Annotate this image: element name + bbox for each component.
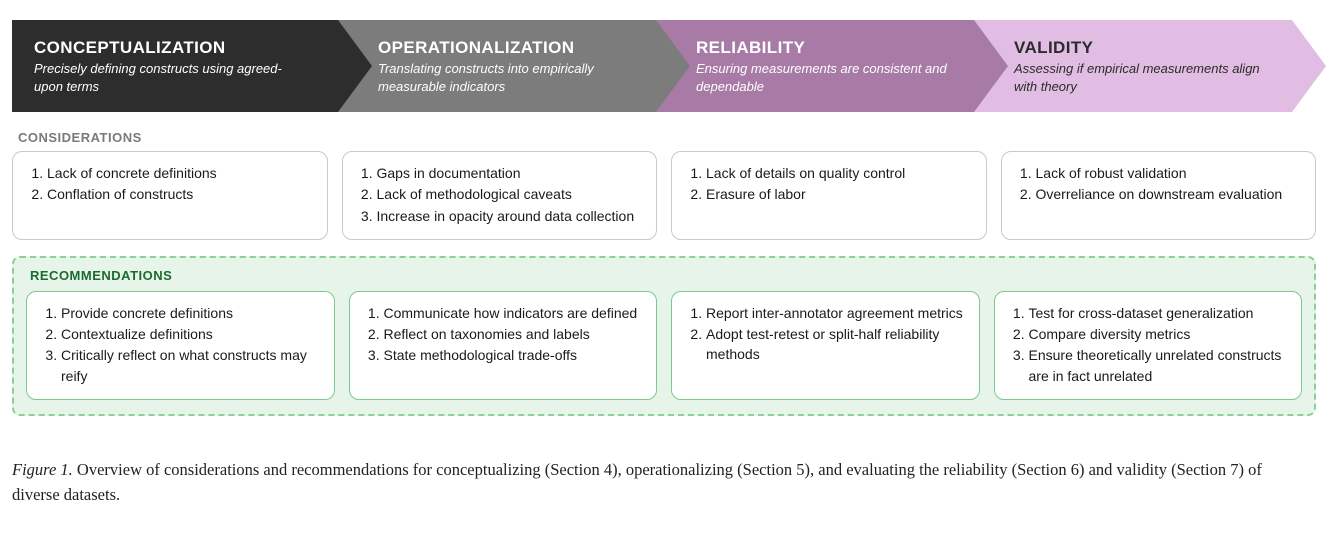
recommendation-item: Test for cross-dataset generalization (1029, 303, 1288, 323)
stage-arrow-row: CONCEPTUALIZATIONPrecisely defining cons… (12, 20, 1316, 112)
consideration-card-conceptualization: Lack of concrete definitionsConflation o… (12, 151, 328, 240)
consideration-item: Erasure of labor (706, 184, 972, 204)
recommendations-panel: RECOMMENDATIONS Provide concrete definit… (12, 256, 1316, 416)
consideration-item: Conflation of constructs (47, 184, 313, 204)
recommendation-list-conceptualization: Provide concrete definitionsContextualiz… (41, 303, 320, 386)
stage-arrow-reliability: RELIABILITYEnsuring measurements are con… (648, 20, 1008, 112)
consideration-list-validity: Lack of robust validationOverreliance on… (1016, 163, 1302, 205)
recommendation-item: Communicate how indicators are defined (384, 303, 643, 323)
figure-caption-text: Overview of considerations and recommend… (12, 460, 1262, 504)
recommendation-card-conceptualization: Provide concrete definitionsContextualiz… (26, 291, 335, 400)
recommendation-list-operationalization: Communicate how indicators are definedRe… (364, 303, 643, 366)
stage-subtitle-reliability: Ensuring measurements are consistent and… (696, 60, 966, 95)
stage-title-operationalization: OPERATIONALIZATION (378, 38, 670, 58)
recommendation-item: Report inter-annotator agreement metrics (706, 303, 965, 323)
stage-arrow-conceptualization: CONCEPTUALIZATIONPrecisely defining cons… (12, 20, 372, 112)
consideration-item: Lack of concrete definitions (47, 163, 313, 183)
recommendations-label: RECOMMENDATIONS (30, 268, 1302, 283)
consideration-card-reliability: Lack of details on quality controlErasur… (671, 151, 987, 240)
recommendation-item: Contextualize definitions (61, 324, 320, 344)
considerations-label: CONSIDERATIONS (18, 130, 1316, 145)
recommendation-item: Adopt test-retest or split-half reliabil… (706, 324, 965, 365)
consideration-item: Lack of details on quality control (706, 163, 972, 183)
consideration-card-validity: Lack of robust validationOverreliance on… (1001, 151, 1317, 240)
stage-subtitle-conceptualization: Precisely defining constructs using agre… (34, 60, 304, 95)
recommendation-item: Provide concrete definitions (61, 303, 320, 323)
consideration-item: Overreliance on downstream evaluation (1036, 184, 1302, 204)
consideration-list-reliability: Lack of details on quality controlErasur… (686, 163, 972, 205)
stage-title-conceptualization: CONCEPTUALIZATION (34, 38, 352, 58)
recommendation-list-reliability: Report inter-annotator agreement metrics… (686, 303, 965, 365)
recommendation-card-operationalization: Communicate how indicators are definedRe… (349, 291, 658, 400)
consideration-list-conceptualization: Lack of concrete definitionsConflation o… (27, 163, 313, 205)
recommendation-card-validity: Test for cross-dataset generalizationCom… (994, 291, 1303, 400)
figure-caption: Figure 1. Overview of considerations and… (12, 458, 1292, 508)
consideration-item: Lack of methodological caveats (377, 184, 643, 204)
recommendation-item: Reflect on taxonomies and labels (384, 324, 643, 344)
stage-title-reliability: RELIABILITY (696, 38, 988, 58)
consideration-card-operationalization: Gaps in documentationLack of methodologi… (342, 151, 658, 240)
recommendation-item: Compare diversity metrics (1029, 324, 1288, 344)
consideration-item: Increase in opacity around data collecti… (377, 206, 643, 226)
consideration-item: Lack of robust validation (1036, 163, 1302, 183)
considerations-row: Lack of concrete definitionsConflation o… (12, 151, 1316, 240)
stage-arrow-operationalization: OPERATIONALIZATIONTranslating constructs… (330, 20, 690, 112)
recommendation-item: Ensure theoretically unrelated construct… (1029, 345, 1288, 386)
consideration-list-operationalization: Gaps in documentationLack of methodologi… (357, 163, 643, 226)
recommendation-list-validity: Test for cross-dataset generalizationCom… (1009, 303, 1288, 386)
consideration-item: Gaps in documentation (377, 163, 643, 183)
stage-subtitle-operationalization: Translating constructs into empirically … (378, 60, 648, 95)
stage-title-validity: VALIDITY (1014, 38, 1306, 58)
stage-subtitle-validity: Assessing if empirical measurements alig… (1014, 60, 1284, 95)
figure-number: Figure 1. (12, 460, 73, 479)
stage-arrow-validity: VALIDITYAssessing if empirical measureme… (966, 20, 1326, 112)
recommendations-row: Provide concrete definitionsContextualiz… (26, 291, 1302, 400)
recommendation-item: Critically reflect on what constructs ma… (61, 345, 320, 386)
recommendation-card-reliability: Report inter-annotator agreement metrics… (671, 291, 980, 400)
recommendation-item: State methodological trade-offs (384, 345, 643, 365)
